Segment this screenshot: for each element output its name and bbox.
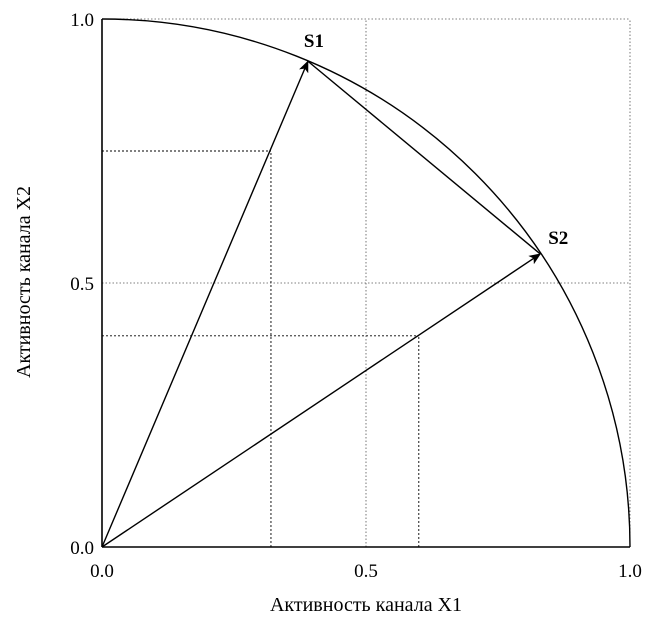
x-axis-title: Активность канала X1	[270, 594, 462, 616]
y-axis-title: Активность канала X2	[13, 186, 35, 378]
point-label-s2: S2	[548, 228, 568, 249]
x-tick-label: 1.0	[618, 561, 642, 582]
axes	[101, 19, 630, 548]
y-tick-label: 1.0	[70, 10, 94, 31]
vector-s1	[101, 60, 309, 548]
y-tick-labels: 0.0 0.5 1.0	[70, 10, 94, 559]
grid-lines	[102, 18, 631, 547]
y-tick-label: 0.5	[70, 274, 94, 295]
vector-s2	[101, 253, 542, 548]
vectors	[101, 60, 542, 548]
x-tick-label: 0.5	[354, 561, 378, 582]
chord-s1-s2	[307, 60, 541, 255]
y-tick-label: 0.0	[70, 538, 94, 559]
x-tick-labels: 0.0 0.5 1.0	[90, 561, 642, 582]
x-tick-label: 0.0	[90, 561, 114, 582]
guide-lines	[102, 150, 420, 547]
unit-circle-arc	[101, 18, 631, 548]
point-label-s1: S1	[304, 31, 324, 52]
